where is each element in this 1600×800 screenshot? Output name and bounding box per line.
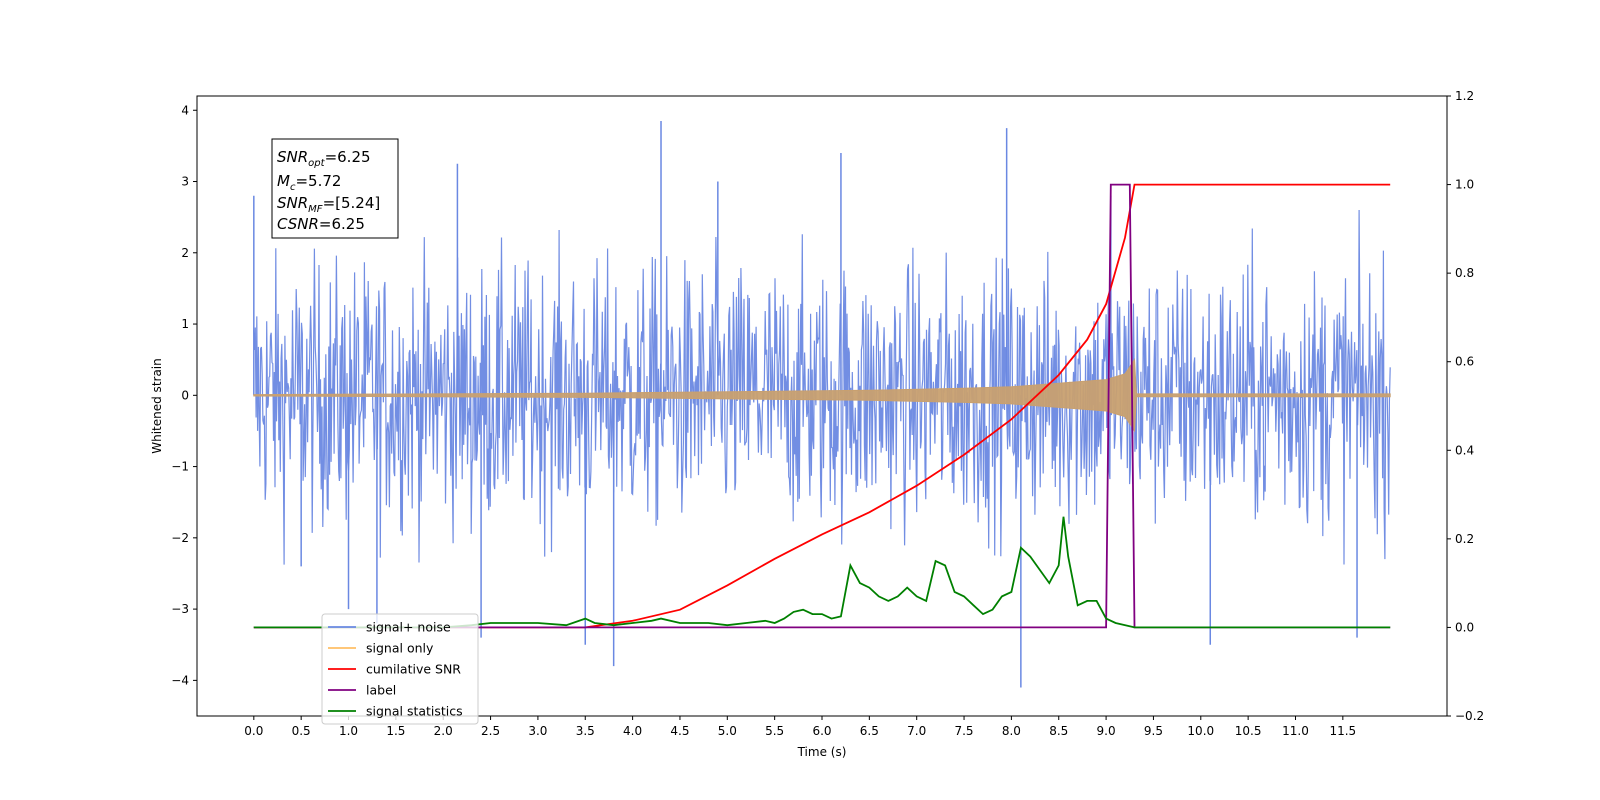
y-right-tick-label: 0.2	[1455, 532, 1474, 546]
y-right-tick-label: 1.0	[1455, 178, 1474, 192]
x-tick-label: 10.5	[1235, 724, 1262, 738]
x-axis-ticks: 0.0 0.5 1.0 1.5 2.0 2.5 3.0 3.5 4.0 4.5 5.0 5.5 6.0 6…	[244, 716, 1356, 738]
legend-entry-label: label	[366, 683, 396, 698]
y-left-tick-label: 3	[181, 175, 189, 189]
x-tick-label: 4.5	[670, 724, 689, 738]
y-right-tick-label: 0.4	[1455, 443, 1474, 457]
x-tick-label: 8.0	[1002, 724, 1021, 738]
annotation-line-mc: Mc=5.72	[277, 172, 341, 193]
annotation-line-snr-mf: SNRMF=[5.24]	[277, 194, 380, 215]
y-left-tick-label: 0	[181, 388, 189, 402]
x-tick-label: 7.5	[954, 724, 973, 738]
x-tick-label: 1.0	[339, 724, 358, 738]
y-axis-left-label: Whitened strain	[150, 358, 164, 454]
x-tick-label: 6.0	[812, 724, 831, 738]
legend: signal+ noise signal only cumilative SNR la…	[321, 613, 479, 725]
y-right-tick-label: 1.2	[1455, 89, 1474, 103]
y-right-tick-label: 0.8	[1455, 266, 1474, 280]
y-left-tick-label: −3	[171, 602, 189, 616]
x-tick-label: 1.5	[386, 724, 405, 738]
legend-entry-label: signal only	[366, 641, 434, 656]
x-tick-label: 2.5	[481, 724, 500, 738]
y-left-tick-label: 1	[181, 317, 189, 331]
x-tick-label: 11.5	[1329, 724, 1356, 738]
x-tick-label: 3.0	[528, 724, 547, 738]
x-tick-label: 10.0	[1187, 724, 1214, 738]
x-tick-label: 7.0	[907, 724, 926, 738]
x-tick-label: 9.0	[1097, 724, 1116, 738]
y-left-tick-label: −2	[171, 531, 189, 545]
y-axis-right-ticks: 1.2 1.0 0.8 0.6 0.4 0.2 0.0 −0.2	[1447, 89, 1484, 723]
y-left-tick-label: 4	[181, 103, 189, 117]
x-tick-label: 9.5	[1144, 724, 1163, 738]
y-right-tick-label: 0.0	[1455, 620, 1474, 634]
y-right-tick-label: 0.6	[1455, 355, 1474, 369]
x-tick-label: 5.5	[765, 724, 784, 738]
x-tick-label: 8.5	[1049, 724, 1068, 738]
x-tick-label: 3.5	[576, 724, 595, 738]
y-left-tick-label: −1	[171, 460, 189, 474]
y-axis-left-ticks: 4 3 2 1 0 −1 −2 −3 −4	[171, 103, 197, 687]
plot-layer	[253, 120, 1391, 688]
annotation-line-csnr: CSNR=6.25	[277, 215, 365, 233]
legend-entry-label: cumilative SNR	[366, 662, 461, 677]
x-tick-label: 5.0	[718, 724, 737, 738]
annotation-line-snr-opt: SNRopt=6.25	[277, 148, 371, 169]
y-right-tick-label: −0.2	[1455, 709, 1484, 723]
x-tick-label: 6.5	[860, 724, 879, 738]
series-signal-noise-line	[253, 209, 1391, 565]
legend-entry-label: signal+ noise	[366, 620, 451, 635]
x-tick-label: 0.0	[244, 724, 263, 738]
x-tick-label: 11.0	[1282, 724, 1309, 738]
x-tick-label: 0.5	[292, 724, 311, 738]
x-tick-label: 2.0	[434, 724, 453, 738]
x-axis-label: Time (s)	[797, 745, 847, 759]
y-left-tick-label: −4	[171, 673, 189, 687]
legend-entry-label: signal statistics	[366, 704, 463, 719]
series-signal-only-band	[253, 358, 1391, 433]
series-cumulative-snr-line	[253, 183, 1391, 629]
y-left-tick-label: 2	[181, 246, 189, 260]
x-tick-label: 4.0	[623, 724, 642, 738]
series-signal-statistics-line	[253, 516, 1391, 629]
stats-annotation-box: SNRopt=6.25 Mc=5.72 SNRMF=[5.24] CSNR=6.…	[271, 138, 399, 239]
